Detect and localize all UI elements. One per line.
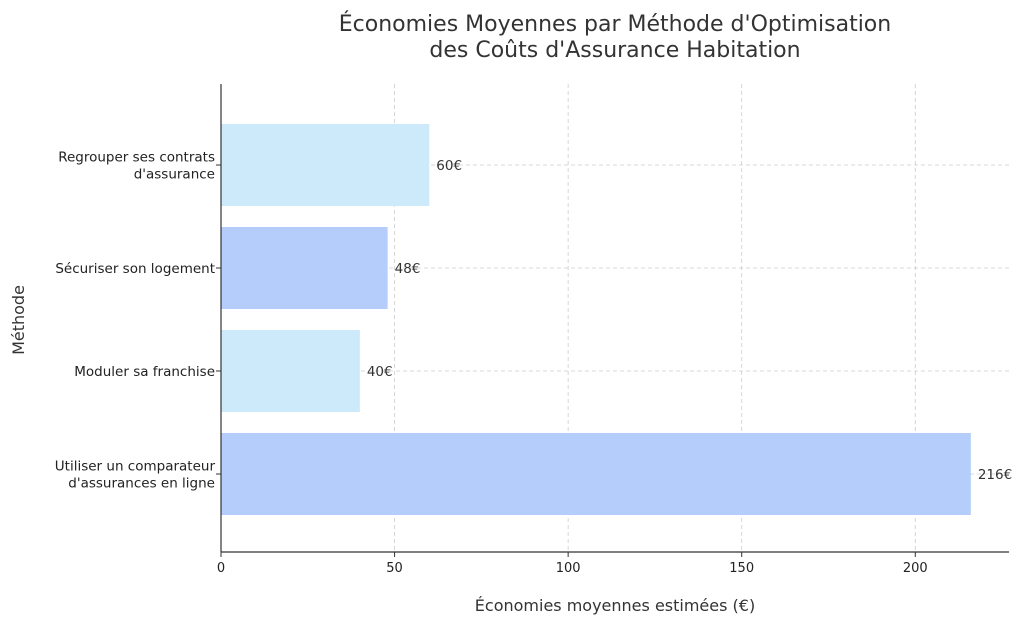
x-axis-label: Économies moyennes estimées (€) <box>475 596 755 615</box>
x-tick-label: 150 <box>729 561 754 576</box>
y-category-label: Sécuriser son logement <box>55 261 215 277</box>
bar-value-label: 216€ <box>978 467 1012 483</box>
x-tick-label: 200 <box>903 561 928 576</box>
x-axis-ticks: 0 50 100 150 200 <box>217 552 928 576</box>
bar <box>221 330 360 412</box>
bar <box>221 124 430 206</box>
y-category-label: Utiliser un comparateur <box>55 459 216 475</box>
bar-value-label: 48€ <box>395 261 421 277</box>
y-axis-label: Méthode <box>9 285 28 355</box>
bars <box>221 124 971 515</box>
bar-value-label: 40€ <box>367 364 393 380</box>
y-category-label: Regrouper ses contrats <box>58 150 215 166</box>
x-tick-label: 50 <box>386 561 403 576</box>
bar <box>221 433 971 515</box>
y-category-label: d'assurance <box>134 167 215 183</box>
y-category-label: d'assurances en ligne <box>68 476 215 492</box>
x-tick-label: 0 <box>217 561 225 576</box>
chart-title-line: des Coûts d'Assurance Habitation <box>429 38 800 63</box>
chart-title-line: Économies Moyennes par Méthode d'Optimis… <box>339 11 891 37</box>
chart-title: Économies Moyennes par Méthode d'Optimis… <box>339 11 891 63</box>
bar-value-label: 60€ <box>436 158 462 174</box>
value-labels: 60€ 48€ 40€ 216€ <box>367 158 1012 483</box>
y-category-label: Moduler sa franchise <box>74 364 215 380</box>
bar <box>221 227 388 309</box>
x-tick-label: 100 <box>556 561 581 576</box>
